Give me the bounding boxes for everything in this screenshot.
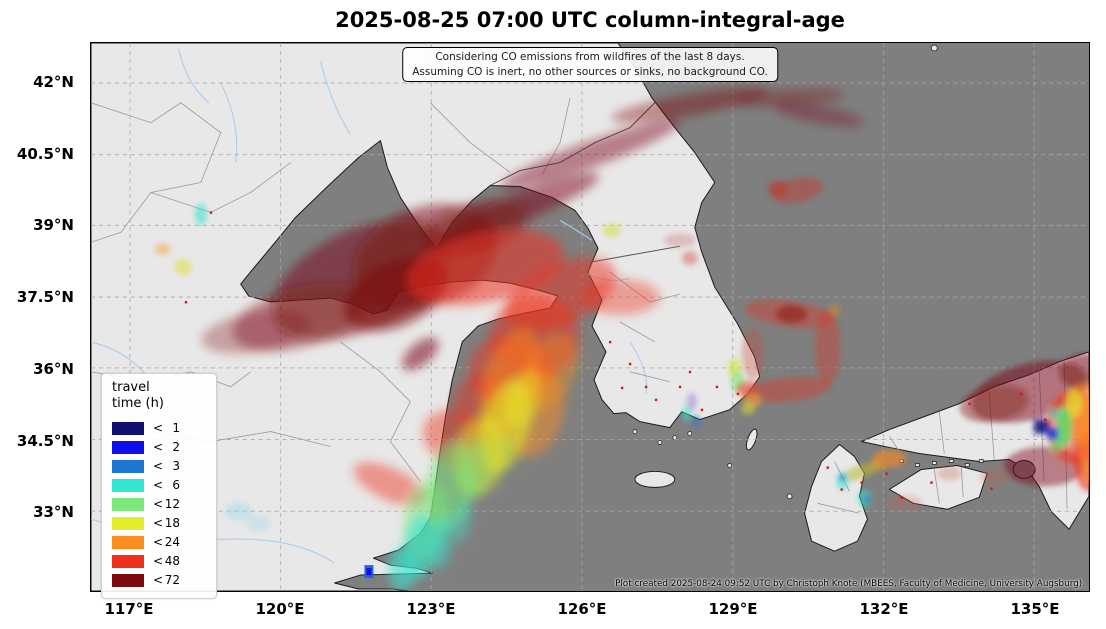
legend: travel time (h) < 1 < 2 [101, 373, 217, 599]
legend-title: travel time (h) [112, 380, 164, 412]
legend-swatch [112, 535, 144, 549]
legend-swatch [112, 440, 144, 454]
y-tick-label: 37.5°N [16, 288, 74, 307]
note-line-1: Considering CO emissions from wildfires … [435, 51, 745, 63]
note-box: Considering CO emissions from wildfires … [402, 47, 778, 83]
legend-items: < 1 < 2 < 3 [112, 419, 208, 590]
x-tick-label: 132°E [859, 600, 909, 618]
legend-item: < 18 [112, 514, 208, 533]
legend-swatch [112, 554, 144, 568]
y-tick-label: 39°N [33, 216, 74, 235]
legend-item: < 3 [112, 457, 208, 476]
legend-item: < 12 [112, 495, 208, 514]
map-canvas [91, 43, 1089, 591]
plume-osaka [959, 353, 1089, 492]
y-tick-label: 42°N [33, 73, 74, 91]
legend-swatch [112, 421, 144, 435]
y-tick-label: 34.5°N [16, 431, 74, 450]
legend-swatch [112, 459, 144, 473]
credit-text: Plot created 2025-08-24 09:52 UTC by Chr… [615, 579, 1085, 589]
y-tick-label: 36°N [33, 359, 74, 378]
x-tick-label: 120°E [255, 600, 305, 618]
x-tick-label: 123°E [406, 600, 456, 618]
plume-patches [154, 177, 1089, 532]
x-tick-label: 129°E [708, 600, 758, 618]
plume-source-shanghai [364, 565, 374, 579]
note-line-2: Assuming CO is inert, no other sources o… [412, 65, 768, 78]
plot-title: 2025-08-25 07:00 UTC column-integral-age [335, 8, 845, 32]
tsushima-island [745, 428, 758, 451]
legend-swatch [112, 573, 144, 587]
x-tick-label: 135°E [1010, 600, 1060, 618]
y-tick-label: 40.5°N [16, 144, 74, 163]
y-tick-label: 33°N [33, 503, 74, 522]
legend-swatch [112, 478, 144, 492]
legend-item: < 6 [112, 476, 208, 495]
x-tick-label: 126°E [557, 600, 607, 618]
legend-swatch [112, 497, 144, 511]
jeju-island [634, 470, 676, 488]
plume-main [201, 87, 864, 591]
legend-item: < 24 [112, 533, 208, 552]
legend-item: < 48 [112, 552, 208, 571]
legend-item: < 1 [112, 419, 208, 438]
fire-pixels [184, 211, 1047, 499]
x-tick-label: 117°E [104, 600, 154, 618]
legend-item: < 2 [112, 438, 208, 457]
map-plot: Considering CO emissions from wildfires … [90, 42, 1090, 599]
legend-item: < 72 [112, 571, 208, 590]
legend-swatch [112, 516, 144, 530]
